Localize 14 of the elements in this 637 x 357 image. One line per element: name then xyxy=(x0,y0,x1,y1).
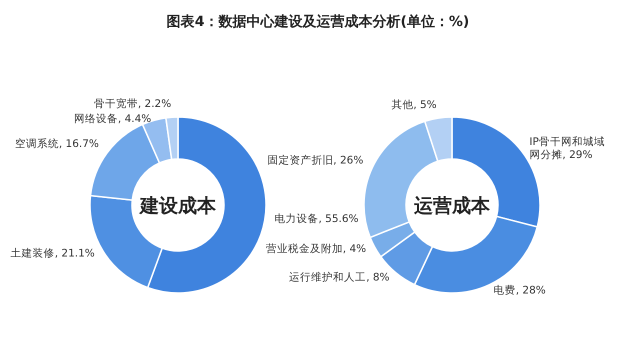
slice-label: 土建装修, 21.1% xyxy=(10,246,95,260)
slice-label: 骨干宽带, 2.2% xyxy=(94,97,172,110)
chart-title: 图表4：数据中心建设及运营成本分析(单位：%) xyxy=(166,13,470,30)
text: 运营成本 xyxy=(413,195,491,217)
slice-label: 运行维护和人工, 8% xyxy=(289,270,390,284)
slice-label: 电力设备, 55.6% xyxy=(274,212,359,226)
slice-label: 空调系统, 16.7% xyxy=(14,137,99,150)
slice-label: IP骨干网和城域网分摊, 29% xyxy=(529,134,605,161)
text: 建设成本 xyxy=(138,195,217,217)
slice-label: 固定资产折旧, 26% xyxy=(267,153,364,166)
slice-label: 其他, 5% xyxy=(391,98,437,112)
slice-label: 电费, 28% xyxy=(494,284,546,297)
slice-label: 网络设备, 4.4% xyxy=(74,113,152,126)
slice-label: 营业税金及附加, 4% xyxy=(266,242,366,256)
